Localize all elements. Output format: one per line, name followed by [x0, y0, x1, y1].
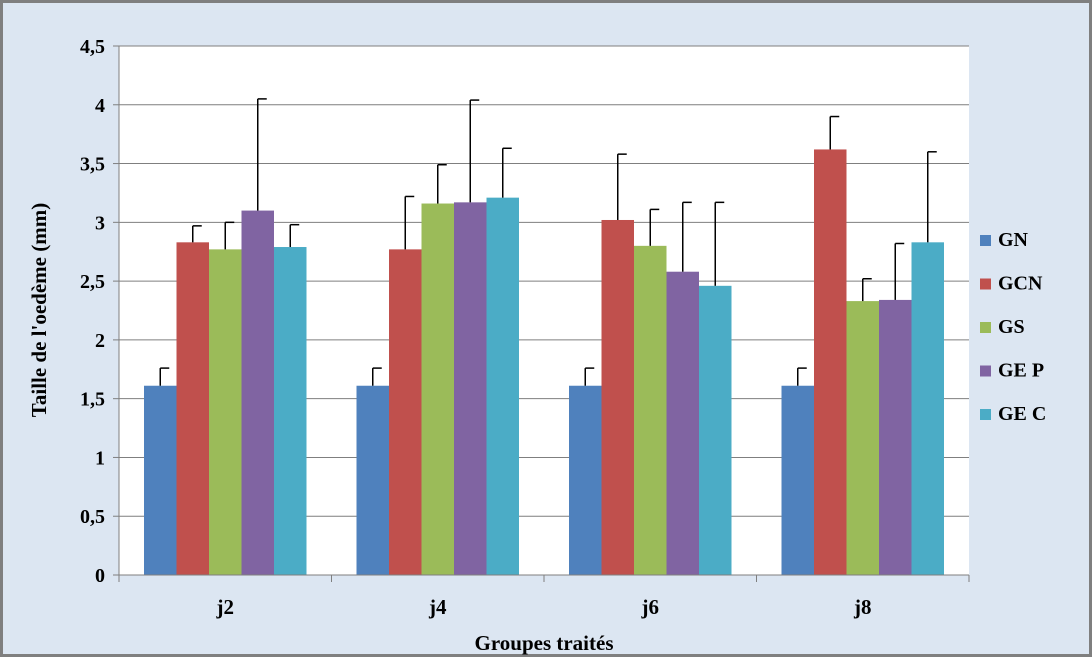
y-tick-label: 4	[95, 95, 105, 117]
bar-gs-j8	[846, 301, 879, 575]
bar-gn-j6	[569, 385, 602, 575]
bar-gn-j8	[781, 385, 814, 575]
bar-gs-j4	[421, 203, 454, 575]
x-tick-label: j4	[428, 595, 447, 619]
x-tick-label: j8	[853, 595, 872, 619]
legend-swatch	[980, 235, 991, 246]
bar-gn-j4	[356, 385, 389, 575]
y-tick-label: 3,5	[80, 154, 105, 176]
bar-ge-c-j6	[699, 285, 732, 575]
bar-ge-p-j6	[666, 271, 699, 575]
y-tick-label: 0,5	[80, 506, 105, 528]
y-tick-label: 1	[95, 447, 105, 469]
bar-gcn-j4	[389, 249, 422, 576]
bar-ge-c-j4	[486, 197, 519, 575]
bar-gcn-j2	[176, 242, 209, 575]
x-tick-label: j6	[641, 595, 660, 619]
bar-ge-c-j2	[274, 247, 307, 575]
x-tick-label: j2	[216, 595, 235, 619]
y-tick-label: 2,5	[80, 271, 105, 293]
bar-ge-p-j2	[241, 210, 274, 576]
y-tick-label: 0	[95, 565, 105, 587]
legend-swatch	[980, 322, 991, 333]
legend-label: GCN	[998, 273, 1043, 295]
bar-ge-p-j4	[454, 202, 487, 576]
y-tick-label: 2	[95, 330, 105, 352]
bars	[144, 149, 944, 576]
bar-gs-j6	[634, 245, 667, 575]
x-axis-ticks: j2 j4 j6 j8	[118, 575, 970, 619]
bar-gcn-j6	[601, 219, 634, 575]
y-axis-label: Taille de l'oedème (mm)	[27, 203, 51, 417]
legend-label: GE P	[998, 360, 1044, 382]
y-tick-label: 3	[95, 212, 105, 234]
legend-label: GS	[998, 316, 1025, 338]
legend-swatch	[980, 278, 991, 290]
legend: GN GCN GS GE P GE C	[980, 229, 1046, 425]
legend-swatch	[980, 365, 991, 377]
y-axis-ticks: 0 0,5 1 1,5 2 2,5 3 3,5 4 4,5	[80, 36, 119, 587]
y-tick-label: 1,5	[80, 389, 105, 411]
bar-gcn-j8	[814, 149, 847, 575]
bar-gs-j2	[209, 249, 242, 576]
bar-gn-j2	[144, 385, 177, 575]
legend-label: GN	[998, 229, 1029, 251]
legend-label: GE C	[998, 403, 1046, 425]
bar-ge-c-j8	[911, 242, 944, 575]
error-bars	[159, 98, 937, 386]
x-axis-label: Groupes traités	[474, 631, 613, 655]
y-tick-label: 4,5	[80, 36, 105, 58]
legend-swatch	[980, 409, 991, 420]
bar-ge-p-j8	[879, 299, 912, 575]
